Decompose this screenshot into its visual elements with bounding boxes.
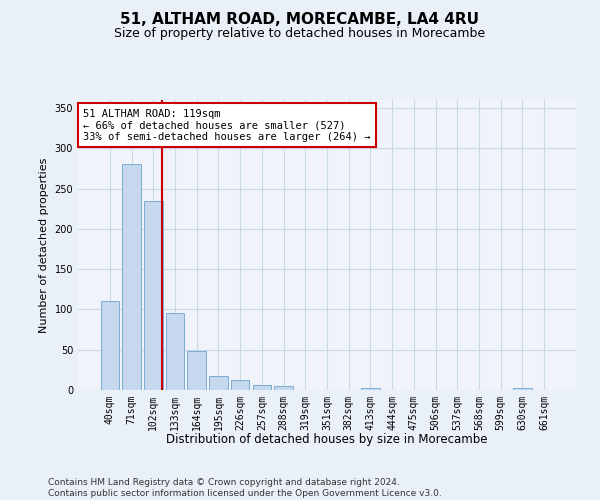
- Bar: [166, 314, 184, 390]
- Text: Contains HM Land Registry data © Crown copyright and database right 2024.
Contai: Contains HM Land Registry data © Crown c…: [48, 478, 442, 498]
- Text: Size of property relative to detached houses in Morecambe: Size of property relative to detached ho…: [115, 28, 485, 40]
- Bar: [122, 164, 141, 390]
- Bar: [187, 352, 206, 390]
- Bar: [361, 388, 380, 390]
- Bar: [231, 380, 250, 390]
- Text: 51 ALTHAM ROAD: 119sqm
← 66% of detached houses are smaller (527)
33% of semi-de: 51 ALTHAM ROAD: 119sqm ← 66% of detached…: [83, 108, 370, 142]
- Bar: [253, 385, 271, 390]
- Bar: [209, 376, 227, 390]
- Bar: [513, 388, 532, 390]
- Y-axis label: Number of detached properties: Number of detached properties: [39, 158, 49, 332]
- Text: 51, ALTHAM ROAD, MORECAMBE, LA4 4RU: 51, ALTHAM ROAD, MORECAMBE, LA4 4RU: [121, 12, 479, 28]
- Bar: [144, 200, 163, 390]
- Text: Distribution of detached houses by size in Morecambe: Distribution of detached houses by size …: [166, 432, 488, 446]
- Bar: [101, 302, 119, 390]
- Bar: [274, 386, 293, 390]
